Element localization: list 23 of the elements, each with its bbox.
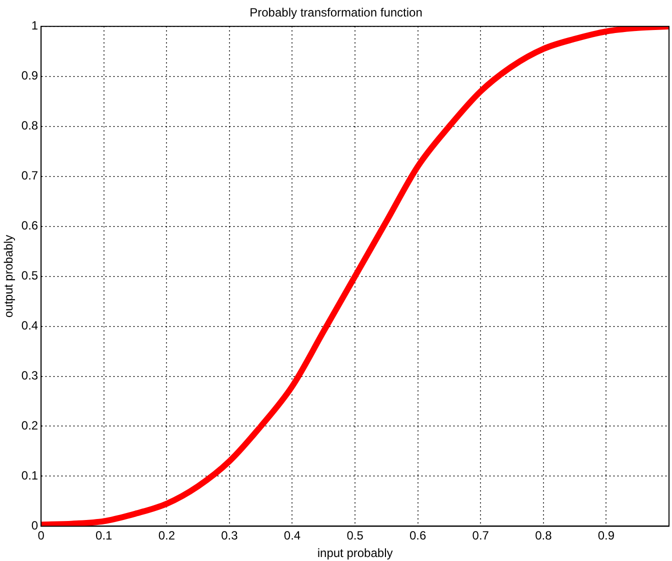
x-axis-title: input probably xyxy=(317,546,393,560)
y-tick-label: 0.8 xyxy=(21,118,38,133)
x-tick-label: 0.3 xyxy=(221,528,238,543)
y-tick-label: 0.9 xyxy=(21,68,38,83)
y-tick-label: 0 xyxy=(31,518,38,533)
y-tick-label: 0.2 xyxy=(21,418,38,433)
y-tick-label: 0.7 xyxy=(21,168,38,183)
x-tick-label: 0.2 xyxy=(158,528,176,543)
x-tick-label: 0.1 xyxy=(96,528,113,543)
y-tick-label: 0.6 xyxy=(21,218,38,233)
x-tick-label: 0.5 xyxy=(346,528,364,543)
y-tick-label: 0.3 xyxy=(21,368,38,383)
chart-title: Probably transformation function xyxy=(250,6,422,20)
y-tick-label: 0.1 xyxy=(21,468,38,483)
x-tick-label: 0.6 xyxy=(409,528,426,543)
x-tick-label: 0.4 xyxy=(284,528,301,543)
x-tick-label: 0.8 xyxy=(535,528,552,543)
y-axis-title: output probably xyxy=(2,234,16,318)
y-tick-label: 0.5 xyxy=(21,268,38,283)
y-tick-label: 1 xyxy=(31,18,38,33)
x-tick-label: 0.7 xyxy=(472,528,490,543)
y-tick-label: 0.4 xyxy=(21,318,38,333)
x-tick-label: 0.9 xyxy=(598,528,615,543)
